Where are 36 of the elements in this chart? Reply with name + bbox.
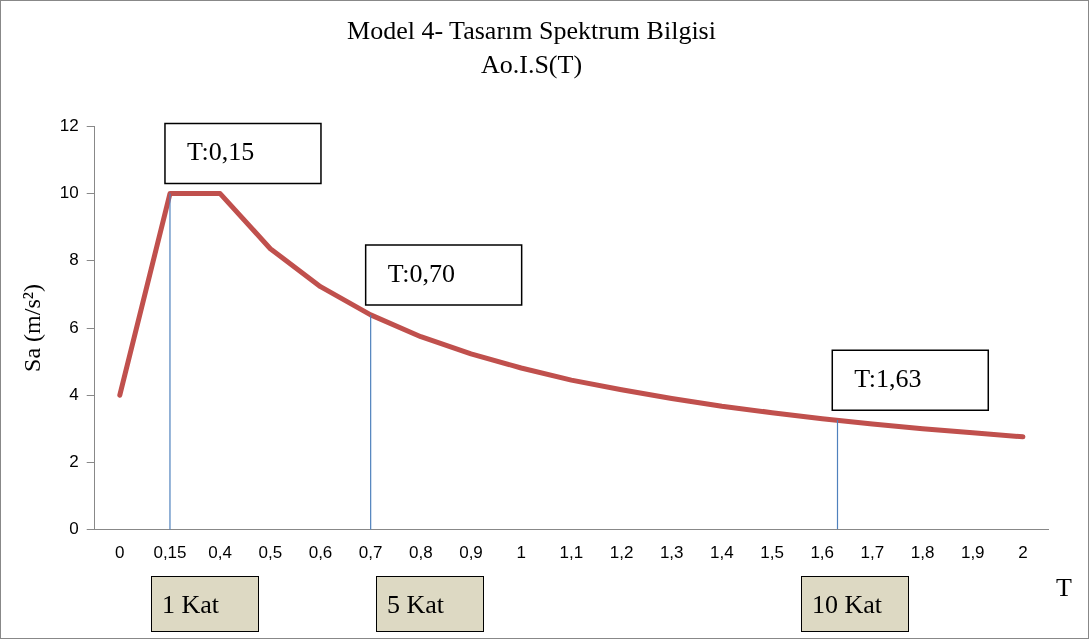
x-tick-label: 0,7 xyxy=(358,543,383,563)
x-axis-title: T xyxy=(1056,572,1072,602)
x-tick-label: 0,4 xyxy=(208,543,232,563)
x-tick-label: 1,1 xyxy=(559,543,584,563)
x-tick-label: 1,6 xyxy=(810,543,835,563)
annotation: T:1,63 xyxy=(854,364,922,394)
x-tick-label: 0,9 xyxy=(459,543,483,563)
y-axis-title: Sa (m/s²) xyxy=(18,284,45,372)
x-tick-label: 1,4 xyxy=(710,543,734,563)
x-tick-label: 0,5 xyxy=(258,543,283,563)
x-tick-label: 2 xyxy=(1018,543,1028,563)
x-tick-label: 1,5 xyxy=(760,543,784,563)
x-tick-label: 1,3 xyxy=(659,543,684,563)
y-tick-label: 4 xyxy=(69,384,79,404)
y-tick-label: 0 xyxy=(69,519,79,539)
y-tick-label: 8 xyxy=(69,250,79,270)
x-tick-label: 1,8 xyxy=(910,543,935,563)
x-tick-label: 0,6 xyxy=(308,543,333,563)
y-tick-label: 6 xyxy=(69,317,79,337)
y-tick-label: 10 xyxy=(59,183,79,203)
x-tick-label: 1 xyxy=(516,543,526,563)
ref-line-label: T:0,15 xyxy=(186,137,255,167)
ref-line-label: T:0,70 xyxy=(387,258,455,288)
x-tick-label: 1,7 xyxy=(860,543,885,563)
x-tick-label: 0,15 xyxy=(153,543,187,563)
y-tick-label: 12 xyxy=(59,116,79,136)
y-tick-label: 2 xyxy=(69,452,79,472)
chart-subtitle: Ao.I.S(T) xyxy=(480,49,583,79)
chart-title: Model 4- Tasarım Spektrum Bilgisi xyxy=(347,16,716,46)
text: 1 Kat xyxy=(151,576,259,632)
x-tick-label: 1,2 xyxy=(609,543,634,563)
text: 10 Kat xyxy=(801,576,909,632)
x-tick-label: 1,9 xyxy=(960,543,985,563)
text: 5 Kat xyxy=(376,576,484,632)
x-tick-label: 0,8 xyxy=(409,543,433,563)
x-tick-label: 0 xyxy=(115,543,125,563)
